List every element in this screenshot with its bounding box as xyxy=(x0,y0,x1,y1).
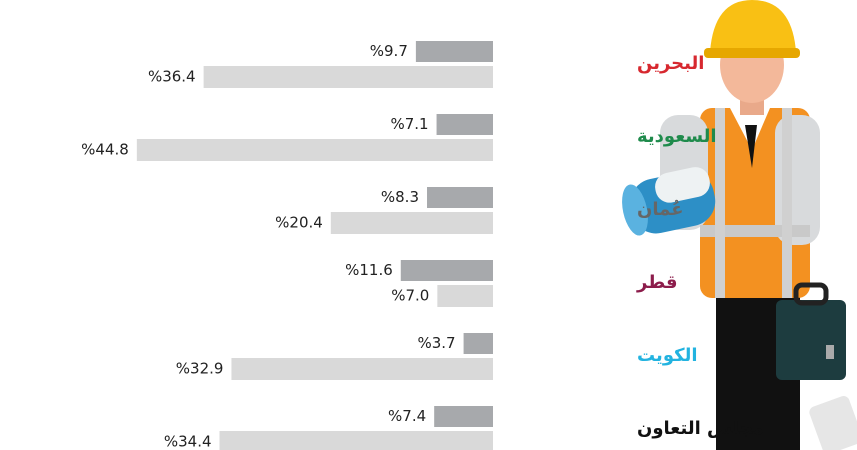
bar xyxy=(330,212,493,234)
value-label: %7.1 xyxy=(390,115,428,133)
value-label: %34.4 xyxy=(164,433,212,450)
category-label: مجلس التعاون xyxy=(637,418,764,439)
value-label: %7.4 xyxy=(388,407,426,425)
value-label: %9.7 xyxy=(370,42,408,60)
value-label: %7.0 xyxy=(391,287,429,305)
category-label: السعودية xyxy=(637,126,717,147)
value-label: %8.3 xyxy=(381,188,419,206)
bar xyxy=(231,358,493,380)
category-label: البحرين xyxy=(637,53,704,74)
category-label: قطر xyxy=(636,272,678,293)
value-label: %44.8 xyxy=(81,141,129,159)
bar xyxy=(415,41,493,62)
value-label: %36.4 xyxy=(148,68,196,86)
bar xyxy=(427,187,493,208)
plot: البحرين %9.7 %36.4 السعودية %7.1 %44.8 عُمان %8… xyxy=(81,41,764,450)
value-label: %3.7 xyxy=(417,334,455,352)
worker-illustration xyxy=(622,0,857,450)
value-label: %32.9 xyxy=(176,360,224,378)
category-label: عُمان xyxy=(637,198,684,220)
bar xyxy=(203,66,493,88)
value-label: %20.4 xyxy=(275,214,323,232)
bar xyxy=(463,333,493,354)
value-label: %11.6 xyxy=(345,261,393,279)
bar xyxy=(400,260,493,281)
bar xyxy=(136,139,493,161)
bar xyxy=(434,406,493,427)
bar xyxy=(219,431,493,450)
category-label: الكويت xyxy=(637,345,698,366)
bar xyxy=(437,285,493,307)
bar xyxy=(436,114,493,135)
